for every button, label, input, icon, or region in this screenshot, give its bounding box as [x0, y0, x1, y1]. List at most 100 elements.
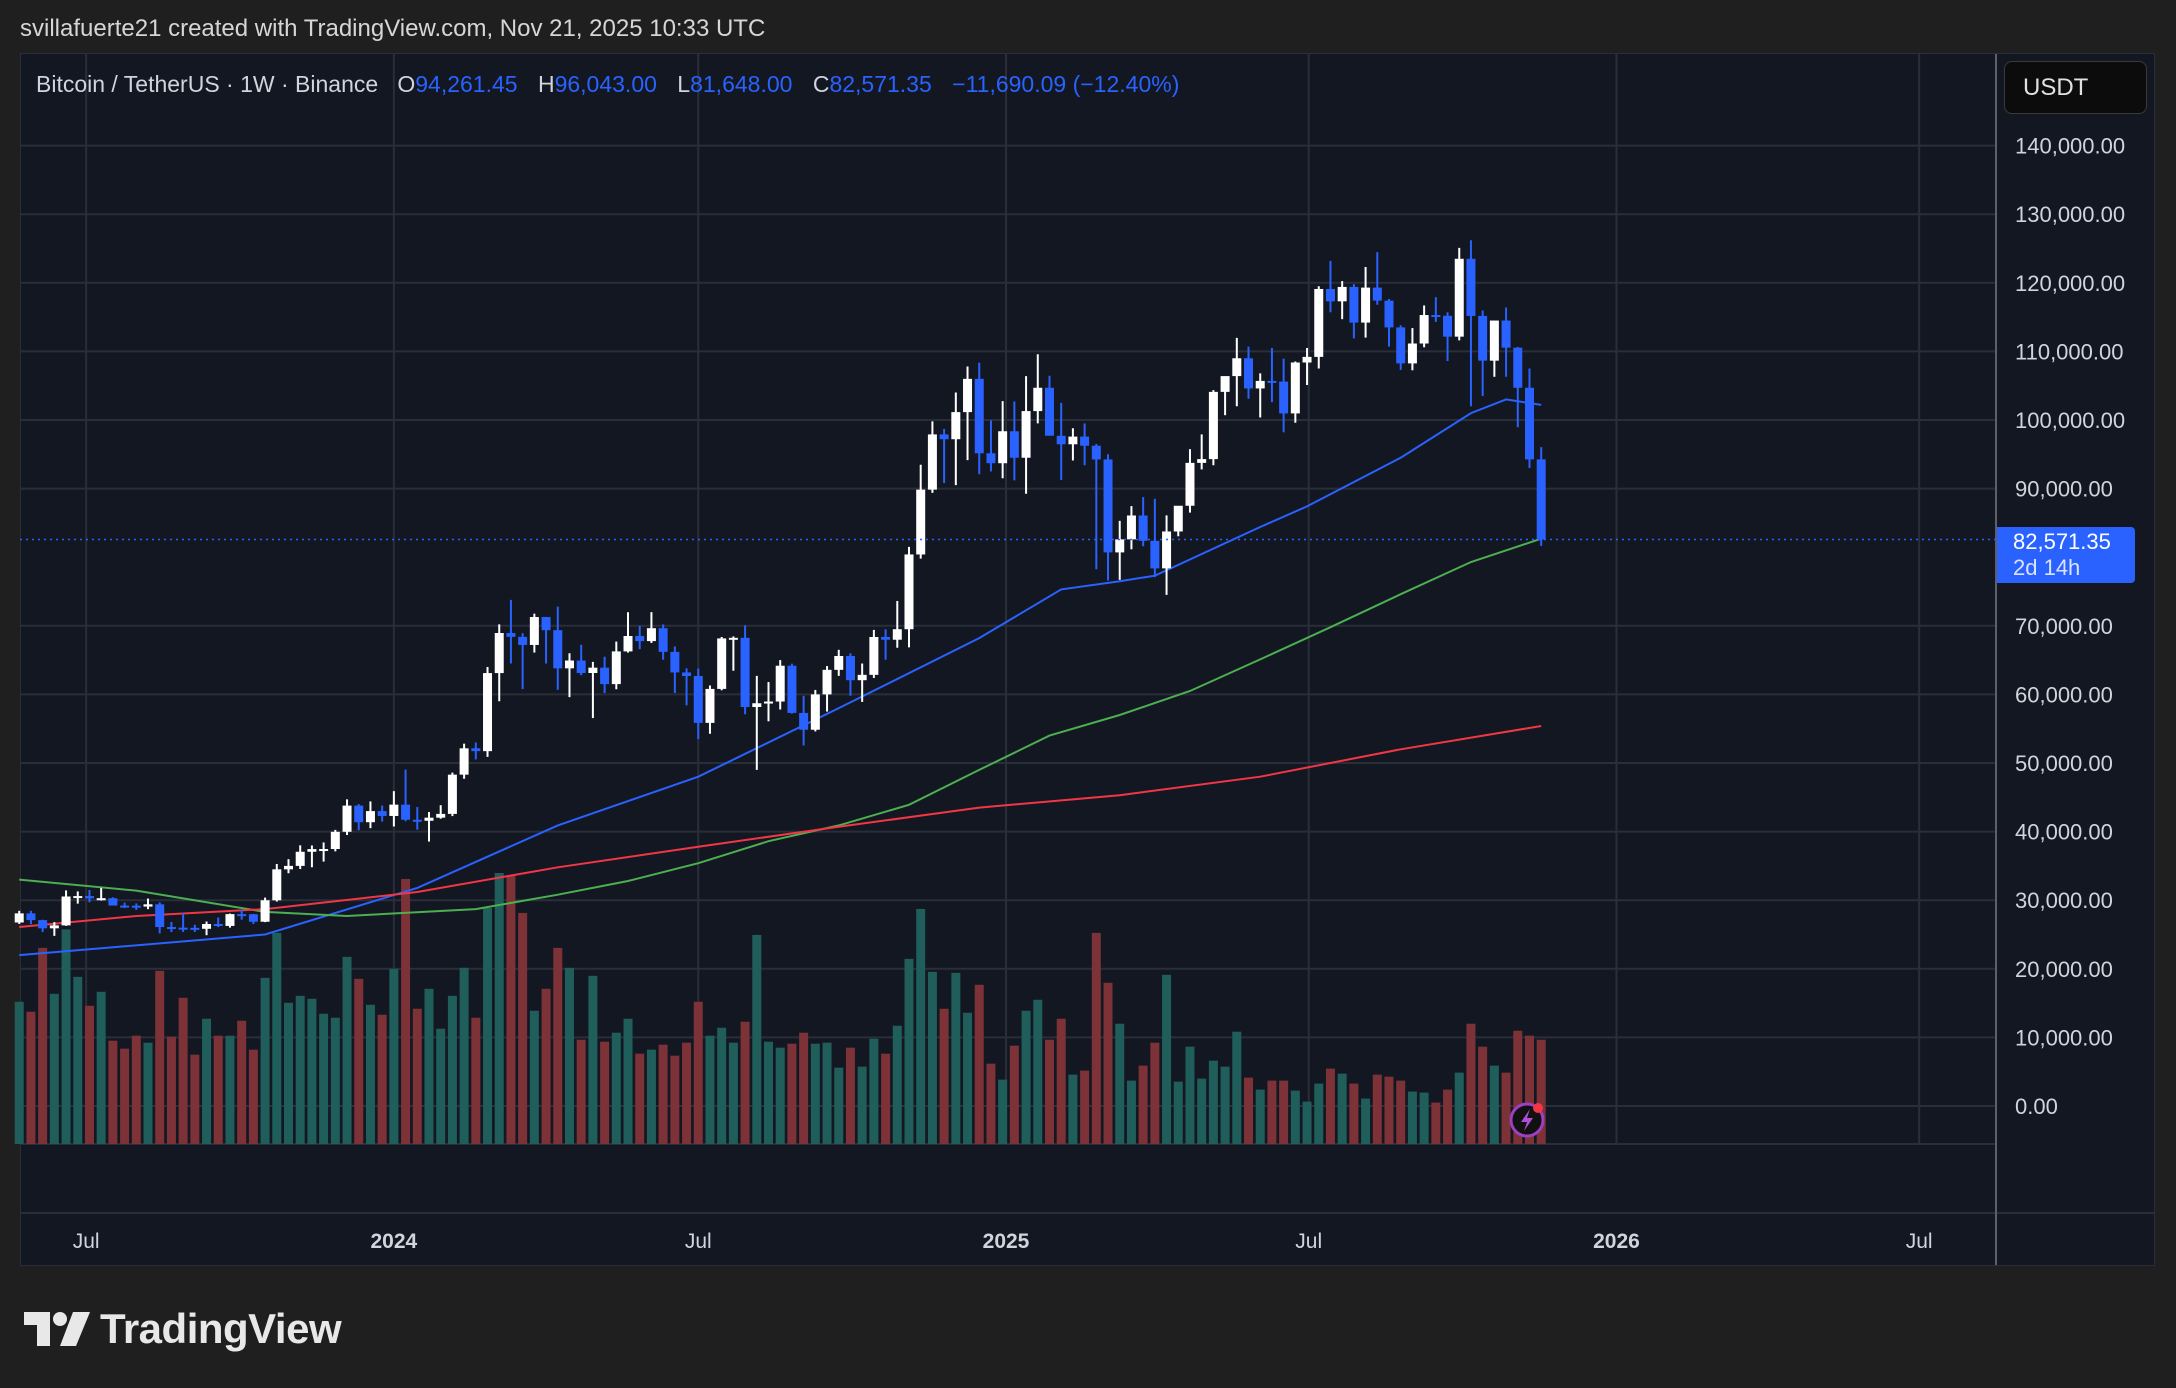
volume-bar: [260, 977, 270, 1144]
volume-bar: [272, 932, 282, 1144]
volume-bar: [576, 1039, 586, 1144]
volume-bar: [1033, 999, 1043, 1144]
candle-body: [365, 811, 375, 823]
candle-body: [822, 669, 832, 695]
candle-body: [623, 636, 633, 652]
volume-bar: [342, 956, 352, 1144]
candle-body: [283, 865, 293, 870]
volume-bar: [1372, 1074, 1382, 1144]
volume-bar: [143, 1042, 153, 1144]
volume-bar: [202, 1018, 212, 1144]
volume-bar: [190, 1054, 200, 1144]
candle-body: [61, 896, 71, 926]
chart-panel[interactable]: [20, 53, 2155, 1266]
high-value: 96,043.00: [554, 71, 657, 97]
candle-body: [342, 805, 352, 832]
volume-bar: [84, 1005, 94, 1144]
candle-body: [998, 431, 1008, 464]
candle-body: [49, 925, 59, 929]
high-label: H: [537, 71, 555, 97]
volume-bar: [377, 1014, 387, 1144]
candle-body: [564, 660, 574, 669]
volume-bar: [1267, 1080, 1277, 1144]
tradingview-logo-text: TradingView: [100, 1305, 342, 1352]
candle-body: [471, 748, 481, 752]
candle-body: [658, 628, 668, 652]
volume-bar: [73, 976, 83, 1144]
tradingview-logo[interactable]: TradingView: [24, 1305, 342, 1353]
chart-credit: svillafuerte21 created with TradingView.…: [20, 15, 766, 42]
candle-body: [611, 651, 621, 685]
candle-body: [904, 554, 914, 630]
candle-body: [354, 805, 364, 823]
volume-bar: [892, 1025, 902, 1144]
candle-body: [728, 637, 738, 640]
volume-bar: [120, 1048, 130, 1144]
candle-body: [1302, 356, 1312, 363]
candle-body: [963, 378, 973, 413]
close-value: 82,571.35: [829, 71, 932, 97]
low-value: 81,648.00: [690, 71, 793, 97]
candle-body: [1431, 315, 1441, 318]
volume-bar: [1337, 1073, 1347, 1144]
volume-bar: [26, 1011, 36, 1144]
candle-body: [1419, 315, 1429, 344]
volume-bar: [1314, 1083, 1324, 1144]
candle-body: [1454, 258, 1464, 337]
volume-bar: [1478, 1046, 1488, 1144]
candle-body: [190, 927, 200, 930]
volume-bar: [1290, 1090, 1300, 1144]
volume-bar: [1115, 1023, 1125, 1144]
volume-bar: [682, 1042, 692, 1144]
volume-bar: [483, 907, 493, 1144]
volume-bar: [1044, 1039, 1054, 1144]
volume-bar: [611, 1032, 621, 1144]
candle-body: [764, 701, 774, 704]
candle-body: [483, 673, 493, 752]
volume-bar: [307, 998, 317, 1144]
candle-body: [412, 819, 422, 822]
candle-body: [857, 674, 867, 681]
volume-bar: [1536, 1039, 1546, 1144]
volume-bar: [845, 1047, 855, 1144]
time-axis-label: Jul: [73, 1230, 100, 1253]
candle-body: [927, 434, 937, 490]
volume-bar: [1021, 1010, 1031, 1144]
candle-body: [120, 905, 130, 908]
candle-body: [319, 849, 329, 852]
candle-body: [459, 748, 469, 775]
candle-body: [682, 672, 692, 677]
close-label: C: [812, 71, 830, 97]
volume-bar: [1009, 1045, 1019, 1144]
volume-bar: [963, 1012, 973, 1144]
candle-body: [84, 896, 94, 899]
candle-body: [1255, 380, 1265, 389]
symbol-title[interactable]: Bitcoin / TetherUS · 1W · Binance: [36, 71, 379, 97]
currency-button[interactable]: USDT: [2004, 61, 2147, 114]
candle-body: [506, 633, 516, 637]
moving-average-line-green: [19, 537, 1542, 918]
candle-body: [424, 817, 434, 821]
volume-bar: [588, 975, 598, 1144]
candle-body: [447, 774, 457, 814]
volume-bar: [1197, 1078, 1207, 1144]
candle-body: [1396, 327, 1406, 364]
candle-body: [202, 924, 212, 929]
candle-body: [635, 636, 645, 642]
volume-bar: [1185, 1046, 1195, 1144]
volume-bar: [904, 958, 914, 1144]
volume-bar: [1501, 1072, 1511, 1144]
volume-bar: [1524, 1035, 1534, 1144]
lightning-icon[interactable]: [1507, 1100, 1547, 1140]
candle-body: [237, 914, 247, 917]
candle-body: [389, 804, 399, 816]
volume-bar: [237, 1020, 247, 1144]
candle-body: [1033, 387, 1043, 412]
volume-bar: [213, 1035, 223, 1144]
low-label: L: [677, 71, 691, 97]
candle-body: [518, 636, 528, 645]
volume-bar: [1396, 1080, 1406, 1144]
volume-bar: [494, 873, 504, 1144]
candle-body: [845, 655, 855, 681]
